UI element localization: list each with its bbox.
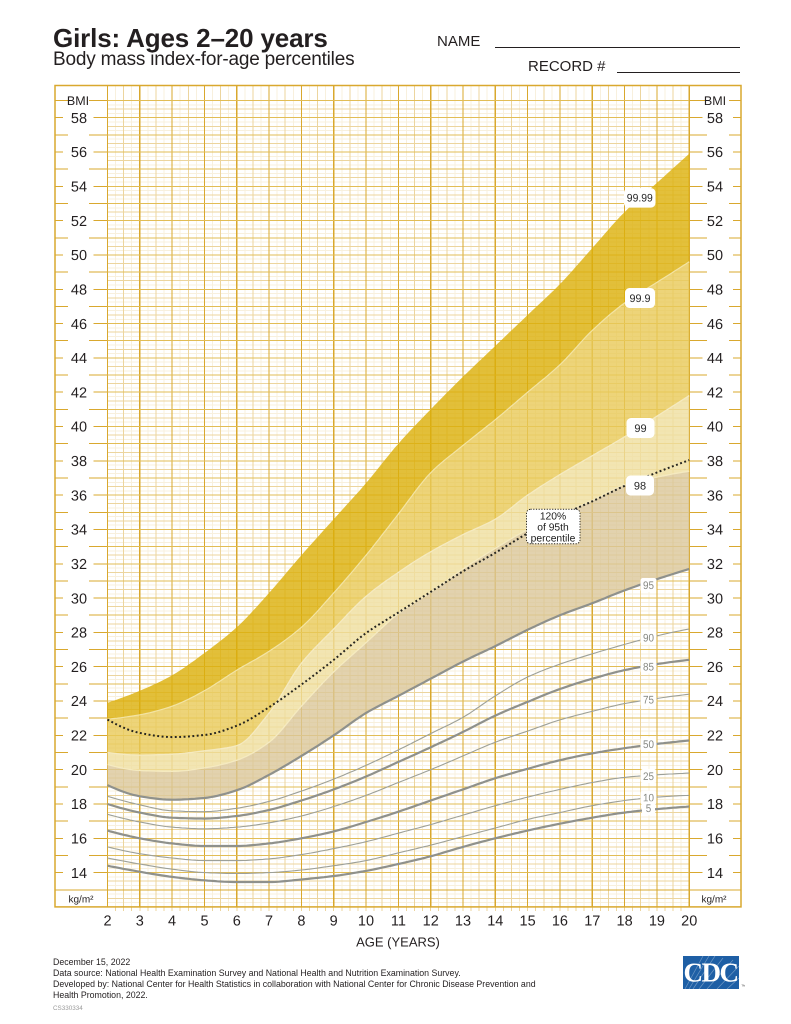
svg-text:AGE (YEARS): AGE (YEARS) [356, 935, 440, 950]
svg-text:20: 20 [681, 914, 697, 930]
svg-text:CDC: CDC [684, 958, 738, 988]
svg-text:15: 15 [520, 914, 536, 930]
svg-text:7: 7 [265, 914, 273, 930]
svg-text:10: 10 [358, 914, 374, 930]
svg-text:16: 16 [707, 832, 723, 848]
svg-text:24: 24 [707, 694, 723, 710]
svg-text:75: 75 [643, 695, 654, 707]
svg-text:36: 36 [71, 488, 87, 504]
svg-text:46: 46 [707, 317, 723, 333]
svg-text:11: 11 [391, 914, 406, 930]
svg-text:52: 52 [707, 214, 723, 230]
svg-text:22: 22 [707, 729, 723, 745]
svg-text:28: 28 [707, 626, 723, 642]
svg-text:14: 14 [707, 866, 723, 882]
svg-text:9: 9 [330, 914, 338, 930]
svg-text:38: 38 [707, 454, 723, 470]
svg-text:3: 3 [136, 914, 144, 930]
svg-text:13: 13 [455, 914, 471, 930]
svg-text:99.99: 99.99 [627, 193, 653, 205]
svg-text:12: 12 [423, 914, 439, 930]
svg-text:120%: 120% [540, 512, 566, 523]
svg-text:20: 20 [707, 763, 723, 779]
svg-text:30: 30 [707, 591, 723, 607]
svg-text:22: 22 [71, 729, 87, 745]
svg-text:20: 20 [71, 763, 87, 779]
svg-text:42: 42 [707, 385, 723, 401]
svg-text:6: 6 [233, 914, 241, 930]
svg-text:5: 5 [200, 914, 208, 930]
svg-text:95: 95 [643, 580, 654, 592]
svg-text:58: 58 [707, 111, 723, 127]
svg-text:36: 36 [707, 488, 723, 504]
svg-text:40: 40 [71, 420, 87, 436]
svg-text:34: 34 [707, 523, 723, 539]
svg-text:BMI: BMI [704, 94, 726, 108]
svg-text:16: 16 [552, 914, 568, 930]
svg-text:2: 2 [103, 914, 111, 930]
svg-text:30: 30 [71, 591, 87, 607]
svg-text:58: 58 [71, 111, 87, 127]
svg-text:42: 42 [71, 385, 87, 401]
svg-text:44: 44 [707, 351, 723, 367]
svg-text:99: 99 [634, 423, 646, 435]
svg-text:19: 19 [649, 914, 665, 930]
svg-text:32: 32 [707, 557, 723, 573]
svg-text:90: 90 [643, 632, 654, 644]
svg-text:14: 14 [487, 914, 503, 930]
svg-text:48: 48 [71, 283, 87, 299]
svg-text:5: 5 [646, 803, 652, 815]
svg-text:46: 46 [71, 317, 87, 333]
svg-text:50: 50 [643, 739, 654, 751]
svg-text:kg/m²: kg/m² [702, 895, 728, 906]
svg-text:8: 8 [297, 914, 305, 930]
svg-text:34: 34 [71, 523, 87, 539]
svg-text:26: 26 [707, 660, 723, 676]
svg-text:of 95th: of 95th [537, 523, 569, 534]
svg-text:99.9: 99.9 [630, 293, 651, 305]
svg-text:32: 32 [71, 557, 87, 573]
svg-text:18: 18 [707, 797, 723, 813]
svg-text:24: 24 [71, 694, 87, 710]
svg-text:40: 40 [707, 420, 723, 436]
svg-text:kg/m²: kg/m² [69, 895, 95, 906]
svg-text:56: 56 [71, 145, 87, 161]
svg-text:18: 18 [617, 914, 633, 930]
svg-text:48: 48 [707, 283, 723, 299]
svg-text:85: 85 [643, 661, 654, 673]
svg-text:™: ™ [741, 984, 745, 990]
svg-text:17: 17 [584, 914, 600, 930]
svg-text:28: 28 [71, 626, 87, 642]
svg-text:BMI: BMI [67, 94, 89, 108]
svg-text:54: 54 [707, 180, 723, 196]
svg-text:10: 10 [643, 793, 654, 805]
svg-text:38: 38 [71, 454, 87, 470]
svg-text:52: 52 [71, 214, 87, 230]
svg-text:25: 25 [643, 771, 654, 783]
svg-text:18: 18 [71, 797, 87, 813]
svg-text:50: 50 [71, 248, 87, 264]
svg-text:54: 54 [71, 180, 87, 196]
svg-text:14: 14 [71, 866, 87, 882]
svg-text:98: 98 [634, 480, 646, 492]
svg-text:4: 4 [168, 914, 176, 930]
svg-text:56: 56 [707, 145, 723, 161]
svg-text:50: 50 [707, 248, 723, 264]
svg-text:26: 26 [71, 660, 87, 676]
svg-text:16: 16 [71, 832, 87, 848]
svg-text:percentile: percentile [531, 534, 576, 545]
svg-text:44: 44 [71, 351, 87, 367]
